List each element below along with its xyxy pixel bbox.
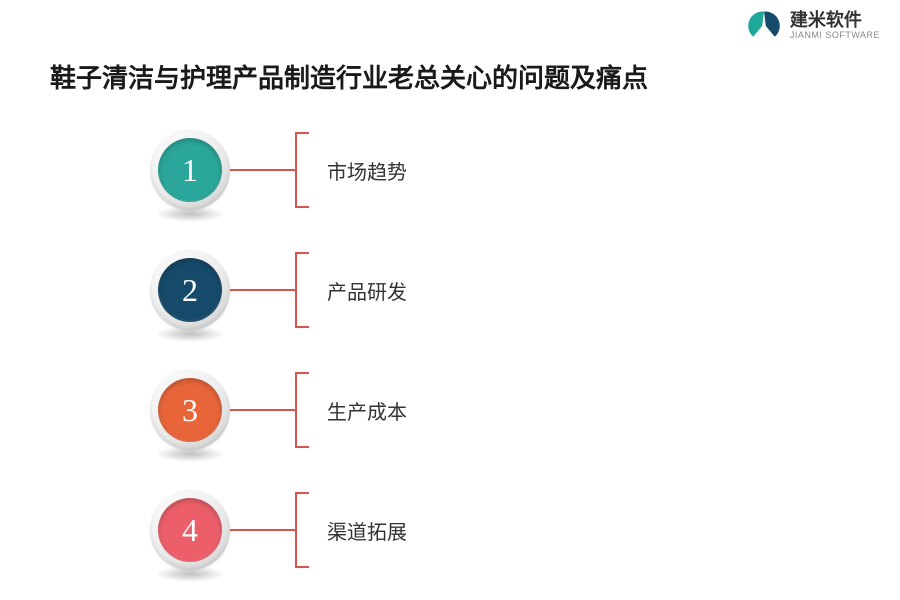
number-badge: 4 (150, 490, 230, 570)
item-list: 1 市场趋势 2 产品研发 3 生产成本 (150, 110, 407, 590)
connector-line (230, 169, 295, 171)
list-item: 2 产品研发 (150, 230, 407, 350)
item-number: 1 (182, 152, 198, 189)
logo-icon (746, 8, 782, 44)
list-item: 3 生产成本 (150, 350, 407, 470)
brand-logo: 建米软件 JIANMI SOFTWARE (746, 8, 880, 44)
list-item: 4 渠道拓展 (150, 470, 407, 590)
bracket-icon (295, 492, 309, 568)
connector-line (230, 529, 295, 531)
bracket-icon (295, 252, 309, 328)
item-label: 渠道拓展 (327, 516, 407, 545)
item-label: 市场趋势 (327, 156, 407, 185)
logo-name-en: JIANMI SOFTWARE (790, 31, 880, 41)
item-number: 3 (182, 392, 198, 429)
logo-name-cn: 建米软件 (790, 11, 880, 31)
bracket-icon (295, 132, 309, 208)
page-title: 鞋子清洁与护理产品制造行业老总关心的问题及痛点 (50, 58, 648, 95)
number-badge: 3 (150, 370, 230, 450)
item-label: 生产成本 (327, 396, 407, 425)
logo-text: 建米软件 JIANMI SOFTWARE (790, 11, 880, 41)
number-badge: 1 (150, 130, 230, 210)
list-item: 1 市场趋势 (150, 110, 407, 230)
number-badge: 2 (150, 250, 230, 330)
item-label: 产品研发 (327, 276, 407, 305)
item-number: 2 (182, 272, 198, 309)
connector-line (230, 289, 295, 291)
item-number: 4 (182, 512, 198, 549)
connector-line (230, 409, 295, 411)
bracket-icon (295, 372, 309, 448)
